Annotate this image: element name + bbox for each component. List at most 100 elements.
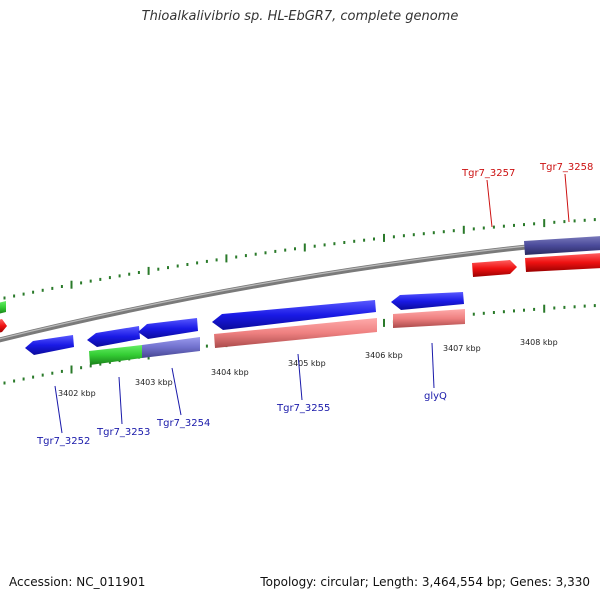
minor-tick [196, 261, 199, 265]
minor-tick [118, 274, 121, 278]
gene-tgr7-3257[interactable] [472, 260, 517, 277]
minor-tick [244, 254, 247, 258]
gene-tgr7-3258[interactable] [525, 253, 600, 272]
minor-tick [99, 362, 102, 366]
minor-tick [442, 230, 445, 234]
minor-tick [323, 243, 326, 247]
major-tick [543, 219, 546, 228]
major-tick [70, 365, 73, 374]
minor-tick [573, 219, 576, 223]
minor-tick [472, 312, 475, 316]
major-tick [225, 254, 228, 263]
gene-label-tgr7-3255[interactable]: Tgr7_3255 [276, 403, 330, 414]
kbp-label: 3406 kbp [365, 351, 403, 360]
leader-tgr7-3257 [486, 179, 493, 228]
kbp-label: 3403 kbp [135, 378, 173, 387]
minor-tick [32, 290, 35, 294]
minor-tick [186, 263, 189, 266]
feature-pink-long [214, 318, 377, 348]
minor-tick [13, 379, 16, 383]
minor-tick [482, 311, 485, 315]
minor-tick [22, 377, 25, 381]
genome-backbone [0, 236, 600, 343]
minor-tick [492, 225, 495, 229]
minor-tick [422, 232, 425, 236]
minor-tick [563, 220, 566, 224]
minor-tick [176, 264, 179, 268]
genome-backbone-highlight [0, 237, 600, 340]
minor-tick [32, 375, 35, 379]
minor-tick [60, 369, 63, 373]
minor-tick [41, 288, 44, 292]
forward-strand-genes [0, 236, 600, 333]
minor-tick [51, 371, 54, 375]
minor-tick [523, 308, 525, 312]
minor-tick [533, 307, 536, 311]
minor-tick [513, 309, 515, 313]
minor-tick [343, 241, 346, 244]
gene-left-edge-green[interactable] [0, 301, 6, 314]
minor-tick [128, 272, 131, 276]
major-tick [543, 304, 546, 313]
minor-tick [89, 279, 92, 283]
minor-tick [99, 277, 102, 281]
minor-tick [80, 366, 83, 370]
major-tick [147, 266, 150, 275]
minor-tick [13, 294, 16, 298]
reverse-strand-genes [25, 292, 465, 365]
minor-tick [215, 258, 218, 262]
gene-label-tgr7-3257[interactable]: Tgr7_3257 [461, 168, 515, 179]
map-title: Thioalkalivibrio sp. HL-EbGR7, complete … [141, 9, 459, 24]
outer-tick-row [3, 218, 596, 300]
minor-tick [22, 292, 25, 296]
minor-tick [254, 252, 257, 256]
minor-tick [137, 271, 140, 274]
minor-tick [513, 223, 515, 227]
leader-tgr7-3253 [118, 376, 123, 425]
gene-leader-lines [54, 173, 570, 434]
feature-navy [524, 236, 600, 255]
major-tick [383, 318, 385, 327]
minor-tick [593, 218, 596, 222]
minor-tick [563, 305, 566, 309]
gene-label-tgr7-3252[interactable]: Tgr7_3252 [36, 436, 90, 447]
minor-tick [583, 304, 586, 308]
gene-tgr7-3253[interactable] [87, 326, 140, 347]
kbp-label: 3407 kbp [443, 344, 481, 353]
minor-tick [452, 229, 455, 233]
gene-tgr7-3255[interactable] [212, 300, 376, 330]
gene-label-tgr7-3253[interactable]: Tgr7_3253 [96, 427, 150, 438]
minor-tick [284, 248, 287, 252]
gene-label-tgr7-3254[interactable]: Tgr7_3254 [156, 418, 210, 429]
leader-tgr7-3252 [54, 385, 63, 434]
minor-tick [523, 223, 525, 227]
minor-tick [157, 267, 160, 271]
leader-tgr7-3258 [564, 173, 570, 223]
gene-labels: Tgr7_3252 Tgr7_3253 Tgr7_3254 Tgr7_3255 … [36, 162, 593, 447]
minor-tick [573, 305, 576, 309]
genome-summary-text: Topology: circular; Length: 3,464,554 bp… [260, 575, 590, 589]
gene-tgr7-3254[interactable] [138, 318, 198, 339]
minor-tick [89, 364, 92, 368]
minor-tick [51, 286, 54, 290]
kbp-labels: 3402 kbp 3403 kbp 3404 kbp 3405 kbp 3406… [58, 338, 558, 398]
minor-tick [553, 220, 556, 224]
minor-tick [313, 244, 316, 248]
major-tick [70, 280, 73, 289]
kbp-label: 3404 kbp [211, 368, 249, 377]
gene-label-glyq[interactable]: glyQ [424, 391, 447, 402]
gene-glyq[interactable] [391, 292, 464, 310]
minor-tick [482, 226, 485, 230]
kbp-label: 3408 kbp [520, 338, 558, 347]
minor-tick [492, 311, 495, 314]
feature-pink-short [393, 309, 465, 328]
gene-label-tgr7-3258[interactable]: Tgr7_3258 [539, 162, 593, 173]
gene-tgr7-3252[interactable] [25, 335, 74, 355]
major-tick [303, 243, 306, 252]
feature-green [89, 345, 142, 365]
minor-tick [363, 238, 366, 242]
minor-tick [472, 227, 475, 231]
minor-tick [3, 381, 6, 385]
gene-left-edge-red[interactable] [0, 319, 7, 333]
minor-tick [80, 281, 83, 285]
